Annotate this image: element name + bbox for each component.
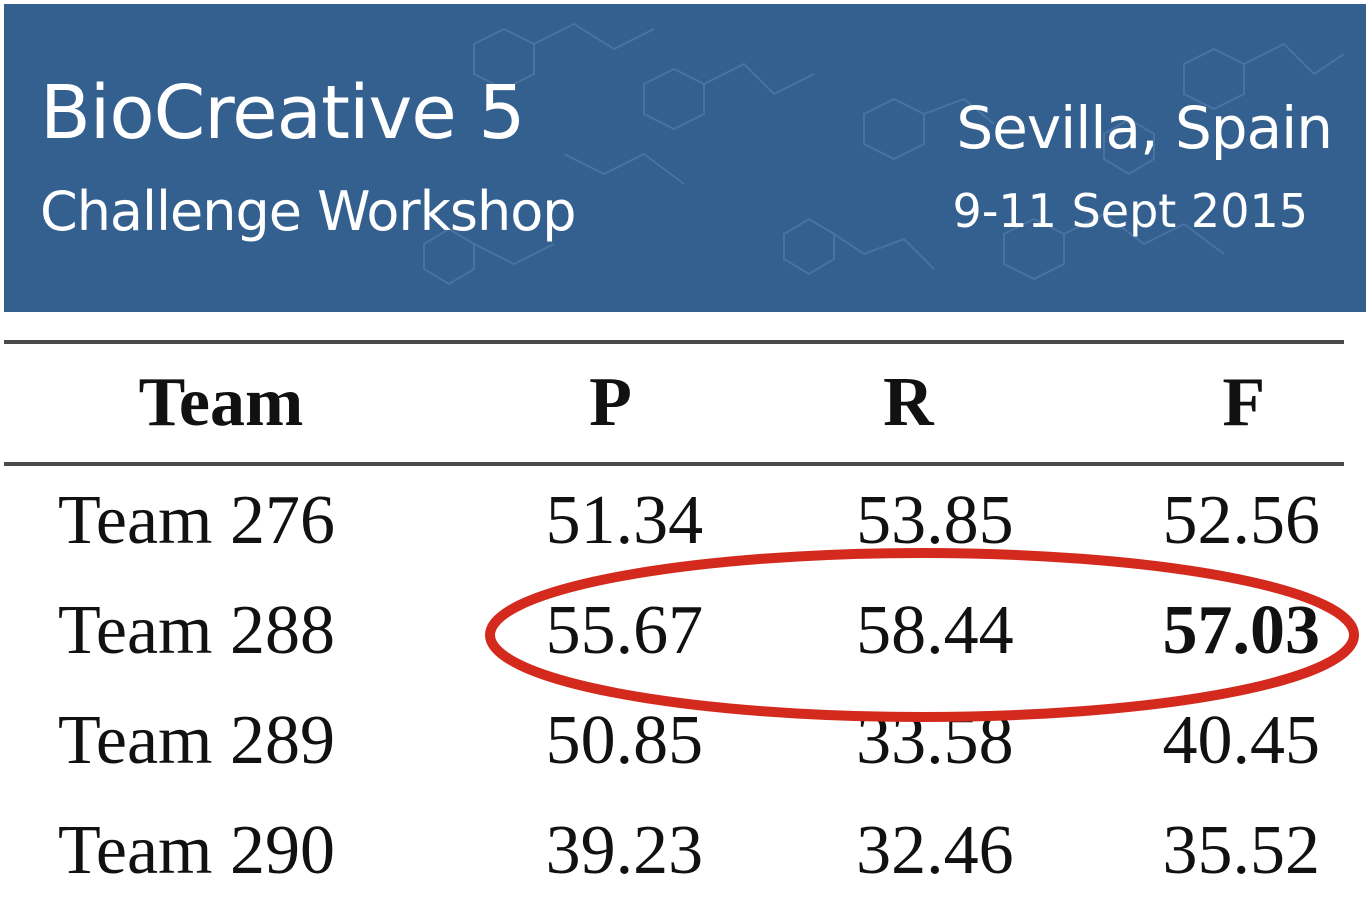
team-name: Team 289 — [58, 702, 335, 779]
workshop-banner: BioCreative 5 Challenge Workshop Sevilla… — [4, 4, 1366, 312]
fscore-value-best: 57.03 — [1162, 592, 1321, 669]
workshop-subtitle: Challenge Workshop — [40, 180, 577, 243]
workshop-location: Sevilla, Spain — [956, 94, 1333, 162]
recall-value: 33.58 — [856, 702, 1014, 779]
table-row: Team 290 39.23 32.46 35.52 — [4, 796, 1344, 906]
team-name: Team 288 — [58, 592, 335, 669]
workshop-dates: 9-11 Sept 2015 — [952, 184, 1308, 238]
molecule-pattern-icon — [423, 22, 1345, 286]
table-top-rule — [4, 340, 1344, 344]
table-row: Team 288 55.67 58.44 57.03 — [4, 576, 1344, 686]
precision-value: 55.67 — [545, 592, 704, 669]
recall-value: 53.85 — [856, 482, 1014, 559]
workshop-title: BioCreative 5 — [40, 70, 525, 156]
results-table: Team P R F Team 276 51.34 53.85 52.56 Te… — [4, 340, 1344, 906]
fscore-value: 52.56 — [1162, 482, 1321, 559]
recall-value: 32.46 — [856, 812, 1014, 889]
precision-value: 51.34 — [545, 482, 704, 559]
header-team: Team — [138, 364, 304, 441]
header-fscore: F — [1222, 364, 1266, 441]
header-precision: P — [589, 364, 632, 441]
fscore-value: 35.52 — [1162, 812, 1321, 889]
fscore-value: 40.45 — [1162, 702, 1321, 779]
header-recall: R — [883, 364, 934, 441]
precision-value: 50.85 — [545, 702, 704, 779]
precision-value: 39.23 — [545, 812, 704, 889]
team-name: Team 276 — [58, 482, 335, 559]
table-row: Team 289 50.85 33.58 40.45 — [4, 686, 1344, 796]
table-row: Team 276 51.34 53.85 52.56 — [4, 466, 1344, 576]
table-header-rule — [4, 462, 1344, 466]
table-header-row: Team P R F — [4, 340, 1344, 466]
team-name: Team 290 — [58, 812, 335, 889]
recall-value: 58.44 — [856, 592, 1014, 669]
